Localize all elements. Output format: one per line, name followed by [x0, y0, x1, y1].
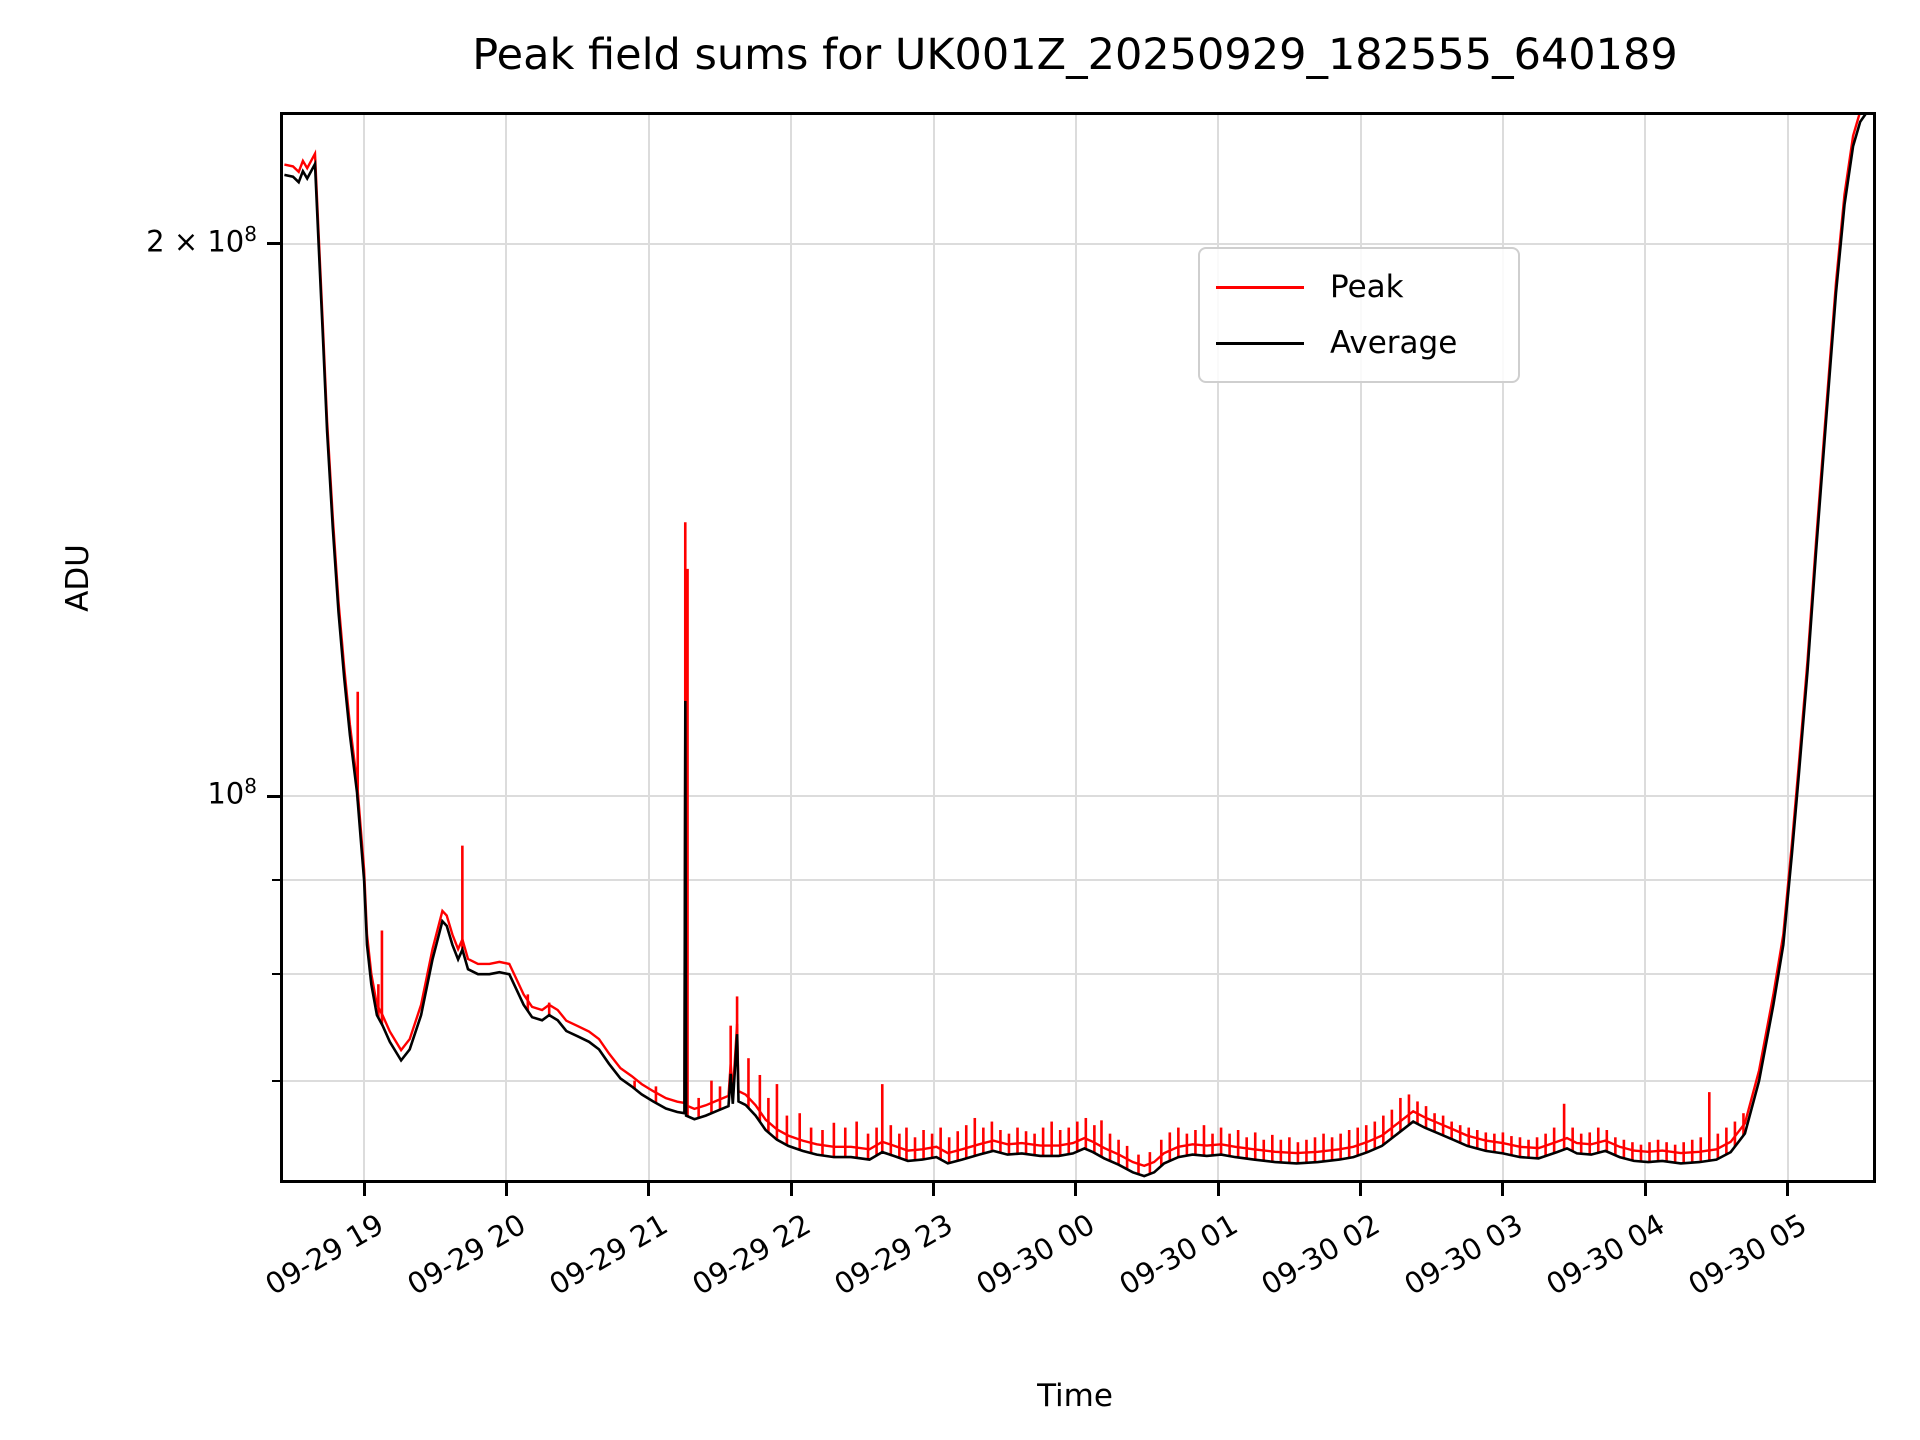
x-axis-label: Time: [1037, 1378, 1113, 1414]
x-tick-label: 09-29 20: [401, 1207, 532, 1302]
legend-entry-average: Average: [1216, 325, 1518, 361]
legend-label-peak: Peak: [1330, 269, 1404, 305]
y-axis-label: ADU: [59, 544, 96, 612]
x-gridline: [1786, 115, 1789, 1180]
x-tick-mark: [647, 1183, 651, 1196]
x-tick-label: 09-30 02: [1255, 1207, 1386, 1302]
data-series-plot: [284, 115, 1867, 1178]
x-gridline: [1074, 115, 1077, 1180]
chart-title: Peak field sums for UK001Z_20250929_1825…: [472, 30, 1678, 80]
x-tick-mark: [932, 1183, 936, 1196]
x-tick-label: 09-30 03: [1397, 1207, 1528, 1302]
x-tick-label: 09-30 01: [1113, 1207, 1244, 1302]
y-gridline-major: [283, 795, 1873, 798]
plot-canvas: [283, 115, 1873, 1180]
y-tick-label: 108: [207, 774, 257, 811]
x-gridline: [1501, 115, 1504, 1180]
x-gridline: [932, 115, 935, 1180]
x-tick-label: 09-29 22: [686, 1207, 817, 1302]
y-tick-mark-major: [267, 794, 280, 798]
x-gridline: [790, 115, 793, 1180]
y-gridline-major: [283, 242, 1873, 245]
x-tick-label: 09-30 00: [970, 1207, 1101, 1302]
y-tick-label: 2 × 108: [146, 221, 257, 259]
y-tick-mark-minor: [272, 1079, 280, 1082]
y-gridline-minor: [283, 1079, 1873, 1082]
x-gridline: [505, 115, 508, 1180]
x-tick-mark: [1216, 1183, 1220, 1196]
average-line-swatch: [1216, 341, 1304, 345]
x-tick-mark: [1501, 1183, 1505, 1196]
x-tick-mark: [1643, 1183, 1647, 1196]
legend-label-average: Average: [1330, 325, 1458, 361]
average-series-line: [284, 115, 1867, 1178]
x-tick-mark: [1359, 1183, 1363, 1196]
x-gridline: [1217, 115, 1220, 1180]
x-gridline: [647, 115, 650, 1180]
y-gridline-minor: [283, 879, 1873, 882]
x-tick-mark: [789, 1183, 793, 1196]
peak-series-line: [284, 115, 1861, 1168]
x-gridline: [1644, 115, 1647, 1180]
x-gridline: [1359, 115, 1362, 1180]
x-tick-label: 09-30 04: [1540, 1207, 1671, 1302]
x-tick-mark: [1786, 1183, 1790, 1196]
x-tick-mark: [504, 1183, 508, 1196]
x-tick-label: 09-29 23: [828, 1207, 959, 1302]
y-tick-mark-minor: [272, 973, 280, 976]
x-tick-mark: [362, 1183, 366, 1196]
x-tick-label: 09-30 05: [1682, 1207, 1813, 1302]
peak-line-swatch: [1216, 285, 1304, 289]
x-gridline: [363, 115, 366, 1180]
y-tick-mark-minor: [272, 879, 280, 882]
x-tick-label: 09-29 21: [543, 1207, 674, 1302]
plot-area: 09-29 19 09-29 20 09-29 21 09-29 22 09-29 23…: [146, 112, 1876, 1302]
y-tick-mark-major: [267, 242, 280, 246]
legend-entry-peak: Peak: [1216, 269, 1518, 305]
legend-box: Peak Average: [1198, 247, 1520, 383]
x-tick-mark: [1074, 1183, 1078, 1196]
y-gridline-minor: [283, 973, 1873, 976]
x-tick-label: 09-29 19: [259, 1207, 390, 1302]
